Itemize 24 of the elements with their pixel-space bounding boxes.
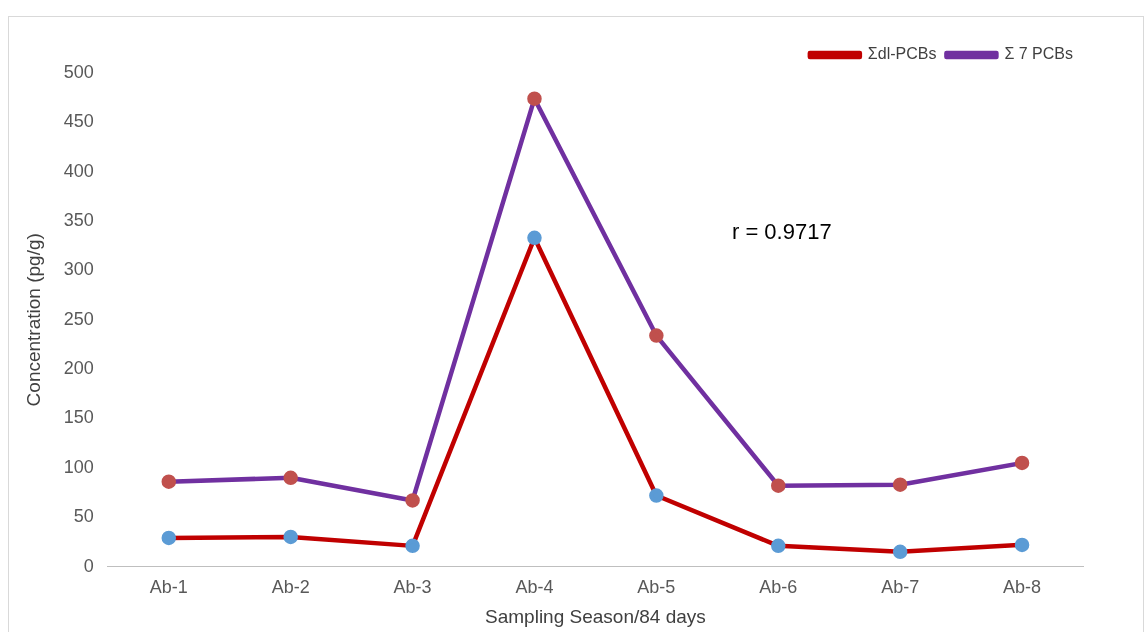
y-tick-label: 200	[63, 358, 94, 379]
x-tick-label: Ab-2	[271, 577, 310, 598]
x-tick-label: Ab-6	[759, 577, 798, 598]
y-tick-label: 0	[83, 555, 94, 576]
y-tick-label: 450	[63, 111, 94, 132]
x-tick-label: Ab-5	[637, 577, 676, 598]
y-tick-label: 350	[63, 210, 94, 231]
y-tick-label: 150	[63, 407, 94, 428]
y-tick-label: 300	[63, 259, 94, 280]
x-tick-label: Ab-8	[1003, 577, 1042, 598]
x-axis-title: Sampling Season/84 days	[485, 605, 706, 627]
x-tick-label: Ab-7	[881, 577, 920, 598]
x-tick-label: Ab-1	[149, 577, 188, 598]
legend-label: Σ 7 PCBs	[1004, 45, 1073, 63]
y-tick-label: 500	[63, 61, 94, 82]
y-tick-label: 50	[73, 506, 94, 527]
y-tick-label: 100	[63, 456, 94, 477]
legend-label: Σdl-PCBs	[867, 45, 937, 63]
y-tick-label: 400	[63, 160, 94, 181]
y-axis-title: Concentration (pg/g)	[22, 233, 44, 407]
y-tick-label: 250	[63, 308, 94, 329]
x-tick-label: Ab-4	[515, 577, 554, 598]
x-tick-label: Ab-3	[393, 577, 432, 598]
annotation: r = 0.9717	[731, 219, 832, 245]
